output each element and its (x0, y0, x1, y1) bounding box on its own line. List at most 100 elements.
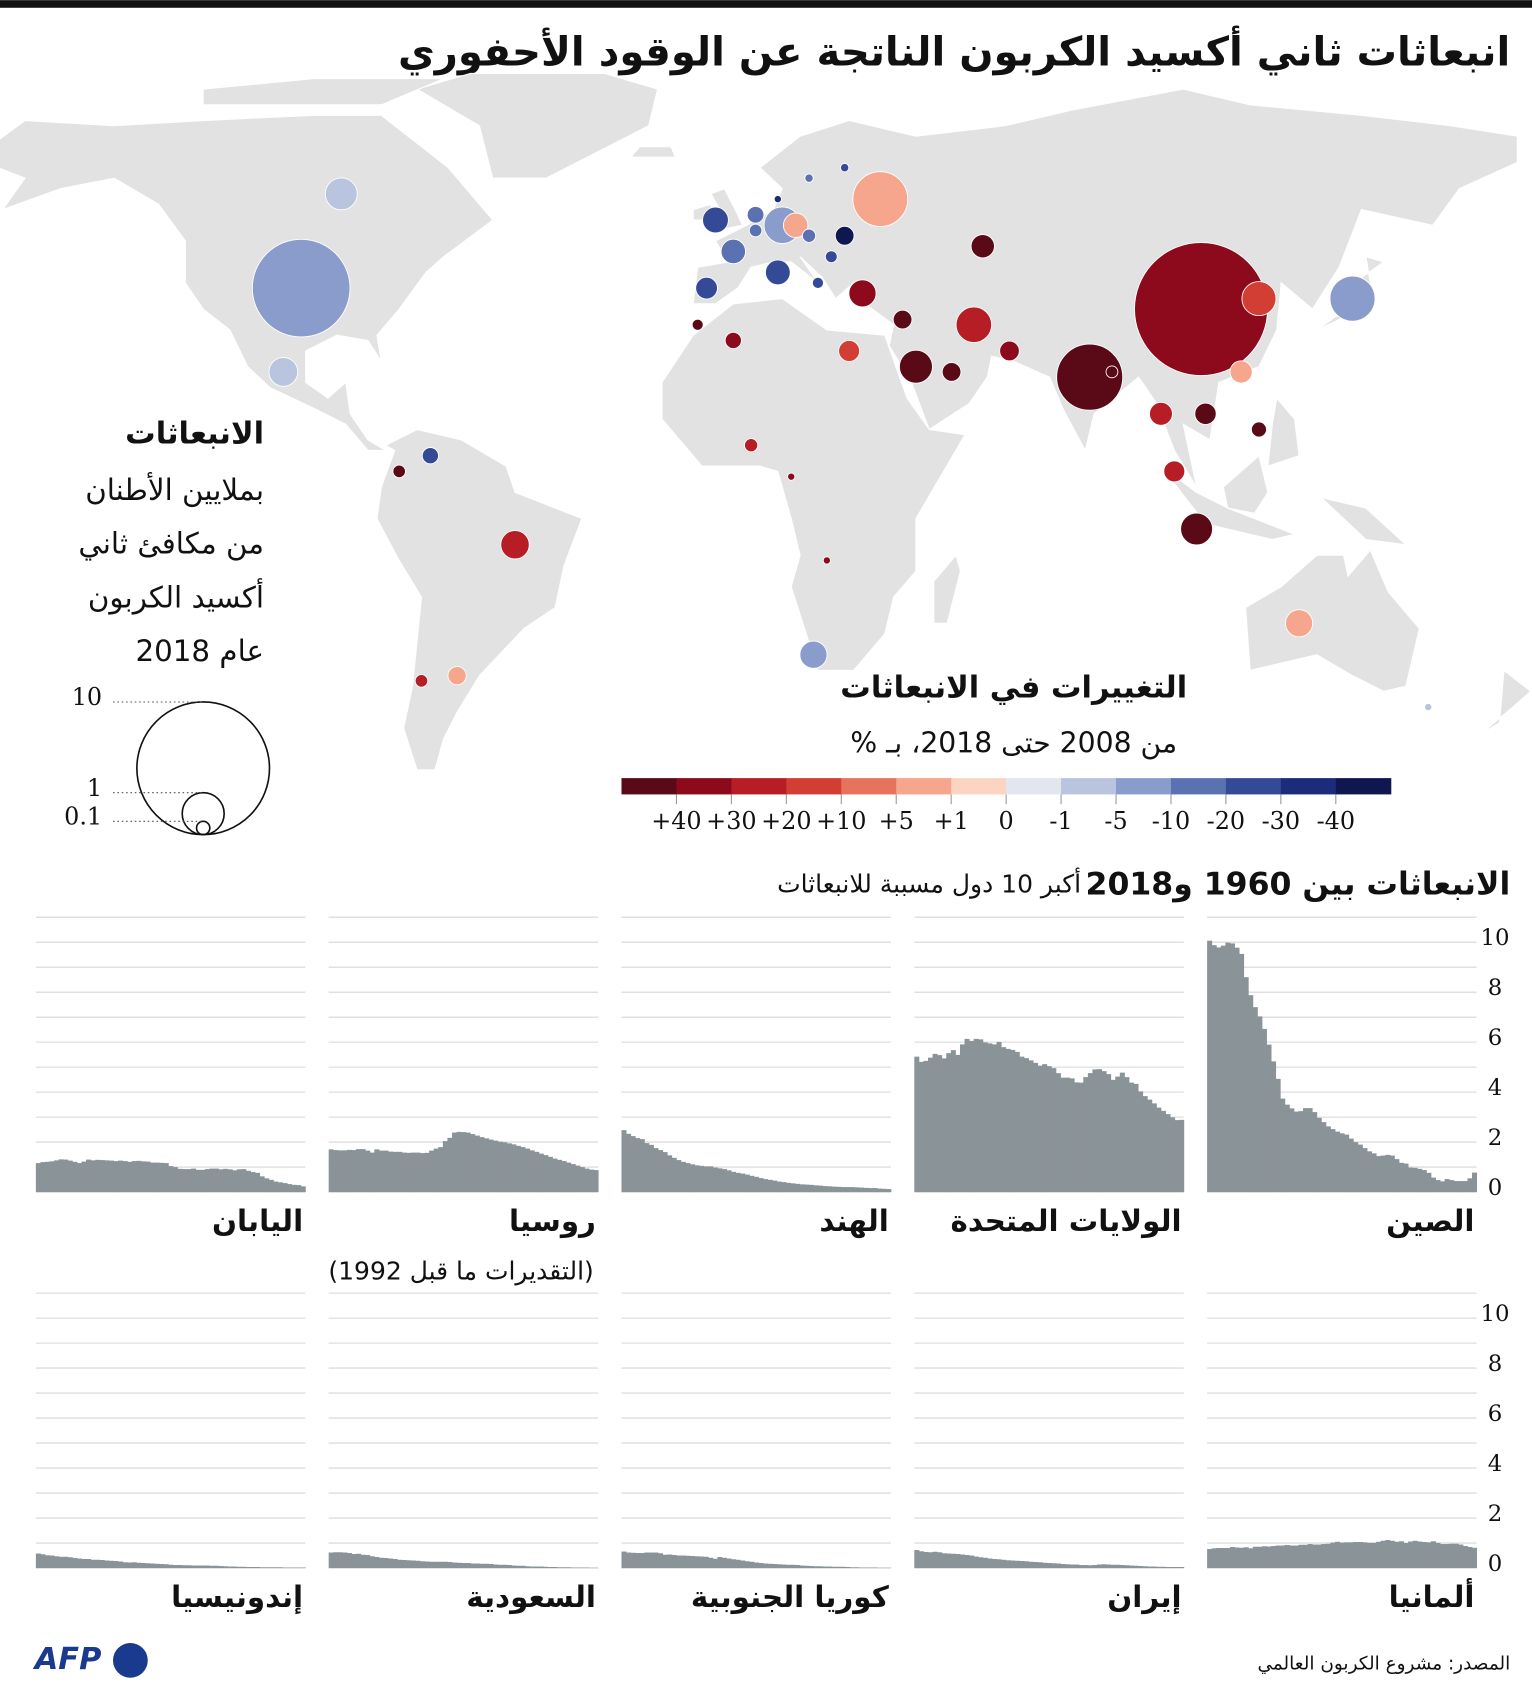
area-step (1312, 1112, 1318, 1193)
bubble (1241, 281, 1277, 317)
area-step (1266, 1546, 1272, 1569)
area-step (543, 1155, 549, 1193)
area-step (689, 1164, 696, 1193)
area-step (552, 1158, 558, 1193)
color-swatch (951, 778, 1007, 795)
area-step (213, 1168, 219, 1193)
area-step (1344, 1134, 1350, 1193)
area-step (1106, 1564, 1112, 1569)
area-step (447, 1137, 453, 1193)
country-name: إيران (1107, 1580, 1181, 1615)
area-step (630, 1552, 636, 1569)
area-step (172, 1167, 178, 1193)
bubble (941, 362, 962, 382)
area-step (1380, 1155, 1386, 1193)
area-step (479, 1137, 485, 1193)
land (1222, 454, 1269, 514)
area-step (639, 1139, 645, 1193)
bubble (970, 234, 995, 259)
area-step (424, 1152, 430, 1193)
area-step (351, 1554, 357, 1569)
area-step (1216, 947, 1222, 1193)
area-step (941, 1553, 947, 1569)
area-step (1303, 1544, 1309, 1569)
color-swatch (621, 778, 677, 795)
color-swatch (1170, 778, 1227, 795)
color-tick-label: -30 (1262, 807, 1300, 835)
area-step (817, 1185, 823, 1193)
area-step (987, 1558, 993, 1569)
area-step (410, 1560, 416, 1569)
area-step (964, 1555, 970, 1569)
area-step (543, 1566, 549, 1569)
area-step (680, 1555, 686, 1569)
area-step (168, 1166, 174, 1193)
area-step (1207, 1549, 1213, 1569)
country-name: الولايات المتحدة (951, 1204, 1182, 1238)
area-step (191, 1565, 197, 1569)
area-step (881, 1188, 887, 1193)
color-swatch (786, 778, 842, 795)
area-step (1142, 1566, 1148, 1569)
area-step (406, 1152, 412, 1193)
area-step (1124, 1077, 1130, 1193)
area-step (772, 1564, 778, 1569)
logo-dot (112, 1642, 148, 1678)
area-step (259, 1567, 265, 1569)
area-step (1087, 1565, 1093, 1569)
area-step (195, 1565, 201, 1569)
area-step (1430, 1541, 1436, 1569)
area-step (712, 1558, 718, 1569)
area-step (58, 1556, 64, 1569)
area-step (845, 1187, 851, 1193)
area-step (1344, 1542, 1350, 1569)
area-step (1261, 1028, 1267, 1193)
area-step (753, 1176, 759, 1193)
area-step (241, 1169, 247, 1193)
area-step (978, 1039, 984, 1193)
area-step (982, 1557, 988, 1569)
area-step (1330, 1542, 1336, 1569)
area-step (538, 1566, 544, 1569)
area-step (946, 1553, 952, 1569)
area-step (1321, 1122, 1327, 1193)
area-step (1394, 1159, 1400, 1193)
area-step (653, 1552, 659, 1569)
bubble (724, 331, 742, 350)
area-step (525, 1148, 531, 1193)
y-tick-label: 8 (1488, 975, 1503, 1001)
area-step (982, 1042, 988, 1193)
area-step (1019, 1056, 1025, 1193)
bubble (1105, 365, 1119, 379)
area-step (291, 1184, 297, 1193)
area-step (959, 1044, 965, 1193)
area-step (767, 1179, 773, 1193)
size-legend-circle (136, 701, 271, 836)
area-step (360, 1149, 366, 1193)
area-step (1257, 1016, 1263, 1193)
area-step (676, 1160, 682, 1193)
bubble (268, 357, 299, 387)
bubble (799, 640, 828, 669)
area-step (104, 1560, 110, 1569)
area-step (1440, 1181, 1446, 1193)
area-step (721, 1169, 727, 1193)
area-step (168, 1564, 174, 1569)
area-step (566, 1567, 572, 1569)
area-step (95, 1159, 101, 1193)
area-step (1229, 943, 1235, 1193)
area-step (849, 1567, 855, 1569)
area-step (717, 1168, 723, 1193)
section-title: الانبعاثات بين 1960 و2018 (1086, 867, 1511, 903)
area-step (1307, 1544, 1313, 1569)
land (202, 78, 444, 106)
area-step (369, 1152, 375, 1193)
area-step (1133, 1083, 1139, 1193)
area-step (648, 1552, 654, 1569)
area-step (1385, 1154, 1391, 1193)
area-step (699, 1556, 705, 1569)
bubble (787, 472, 796, 481)
area-step (515, 1145, 521, 1193)
area-step (575, 1165, 581, 1193)
area-step (831, 1566, 837, 1569)
